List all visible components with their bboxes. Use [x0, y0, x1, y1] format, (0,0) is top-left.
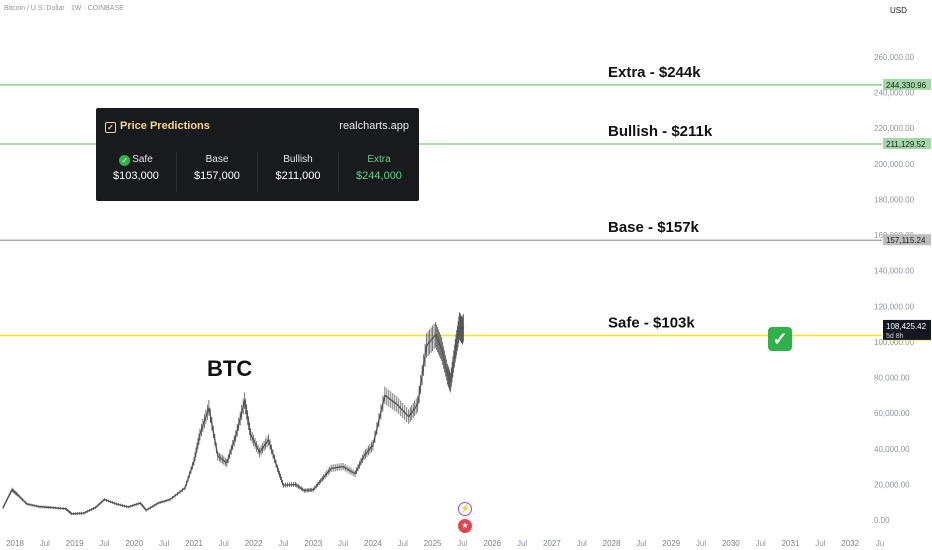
y-tick-label: 20,000.00 — [874, 480, 910, 489]
x-tick-label: 2019 — [66, 539, 84, 548]
countdown-text: 5d 8h — [886, 333, 904, 340]
checkbox-icon: ✓ — [105, 122, 116, 133]
x-tick-label: Jul — [577, 539, 587, 548]
level-price-tag — [883, 78, 931, 90]
event-markers: ⚡ ★ — [458, 502, 472, 536]
x-tick-label: 2031 — [782, 539, 800, 548]
level-price-tag — [883, 138, 931, 150]
level-price-tag-text: 244,330.96 — [886, 81, 927, 90]
lightning-icon[interactable]: ⚡ — [458, 502, 472, 516]
x-tick-label: Jul — [756, 539, 766, 548]
prediction-value: $157,000 — [194, 170, 240, 182]
x-tick-label: Jul — [457, 539, 467, 548]
y-tick-label: 260,000.00 — [874, 53, 915, 62]
x-tick-label: Jul — [99, 539, 109, 548]
x-tick-label: Jul — [40, 539, 50, 548]
x-tick-label: Jul — [696, 539, 706, 548]
x-tick-label: Jul — [278, 539, 288, 548]
y-tick-label: 180,000.00 — [874, 195, 915, 204]
prediction-bullish: Bullish $211,000 — [257, 152, 338, 192]
prediction-label: Safe — [132, 154, 153, 165]
y-tick-label: 200,000.00 — [874, 160, 915, 169]
safe-check-icon: ✓ — [119, 155, 131, 166]
prediction-extra: Extra $244,000 — [338, 152, 419, 192]
level-label: Base - $157k — [608, 219, 700, 236]
prediction-value: $244,000 — [356, 170, 402, 182]
y-tick-label: 240,000.00 — [874, 89, 915, 98]
x-tick-label: 2020 — [125, 539, 143, 548]
x-tick-label: 2024 — [364, 539, 382, 548]
x-tick-label: Jul — [517, 539, 527, 548]
level-label: Safe - $103k — [608, 315, 695, 332]
symbol-title: Bitcoin / U.S. Dollar · 1W · COINBASE — [4, 5, 124, 12]
price-predictions-card: ✓ Price Predictions realcharts.app ✓ Safe … — [96, 108, 419, 201]
x-tick-label: Jul — [398, 539, 408, 548]
level-price-tag — [883, 234, 931, 246]
y-tick-label: 120,000.00 — [874, 302, 915, 311]
x-tick-label: 2018 — [6, 539, 24, 548]
currency-label[interactable]: USD — [890, 6, 907, 15]
y-tick-label: 60,000.00 — [874, 409, 910, 418]
x-tick-label: 2021 — [185, 539, 203, 548]
level-price-tag-text: 157,115.24 — [886, 236, 926, 245]
prediction-columns: ✓ Safe $103,000 Base $157,000 Bullish $21… — [96, 152, 419, 192]
us-flag-icon[interactable]: ★ — [458, 519, 472, 533]
prediction-label: Extra — [367, 154, 391, 165]
current-price-tag — [883, 319, 931, 340]
level-label: Bullish - $211k — [608, 123, 713, 140]
x-tick-label: 2030 — [722, 539, 740, 548]
x-tick-label: 2032 — [841, 539, 859, 548]
x-tick-label: Jul — [219, 539, 229, 548]
card-title: ✓ Price Predictions — [105, 120, 210, 133]
prediction-label: Base — [205, 154, 229, 165]
level-label: Extra - $244k — [608, 64, 701, 81]
btc-annotation: BTC — [207, 356, 253, 381]
price-axis — [882, 0, 932, 550]
y-tick-label: 40,000.00 — [874, 445, 910, 454]
y-tick-label: 100,000.00 — [874, 338, 915, 347]
x-tick-label: 2028 — [603, 539, 621, 548]
prediction-label: Bullish — [283, 154, 313, 165]
card-site: realcharts.app — [339, 120, 409, 132]
x-tick-label: 2029 — [662, 539, 680, 548]
x-tick-label: Jul — [338, 539, 348, 548]
prediction-base: Base $157,000 — [176, 152, 257, 192]
x-tick-label: Ju — [876, 539, 884, 548]
y-tick-label: 0.00 — [874, 516, 890, 525]
prediction-safe: ✓ Safe $103,000 — [96, 152, 176, 192]
y-tick-label: 220,000.00 — [874, 124, 915, 133]
level-price-tag-text: 211,129.52 — [886, 140, 926, 149]
price-series-line — [2, 325, 465, 515]
card-title-text: Price Predictions — [120, 120, 210, 132]
x-tick-label: Jul — [159, 539, 169, 548]
x-tick-label: 2026 — [483, 539, 501, 548]
x-tick-label: 2023 — [304, 539, 322, 548]
prediction-value: $211,000 — [275, 170, 321, 182]
x-tick-label: 2027 — [543, 539, 561, 548]
y-tick-label: 80,000.00 — [874, 374, 910, 383]
prediction-value: $103,000 — [113, 170, 159, 182]
x-tick-label: Jul — [815, 539, 825, 548]
y-tick-label: 140,000.00 — [874, 267, 915, 276]
x-tick-label: 2022 — [245, 539, 263, 548]
check-mark-icon: ✓ — [768, 327, 792, 351]
x-tick-label: 2025 — [424, 539, 442, 548]
current-price-text: 108,425.42 — [886, 322, 927, 331]
x-tick-label: Jul — [636, 539, 646, 548]
